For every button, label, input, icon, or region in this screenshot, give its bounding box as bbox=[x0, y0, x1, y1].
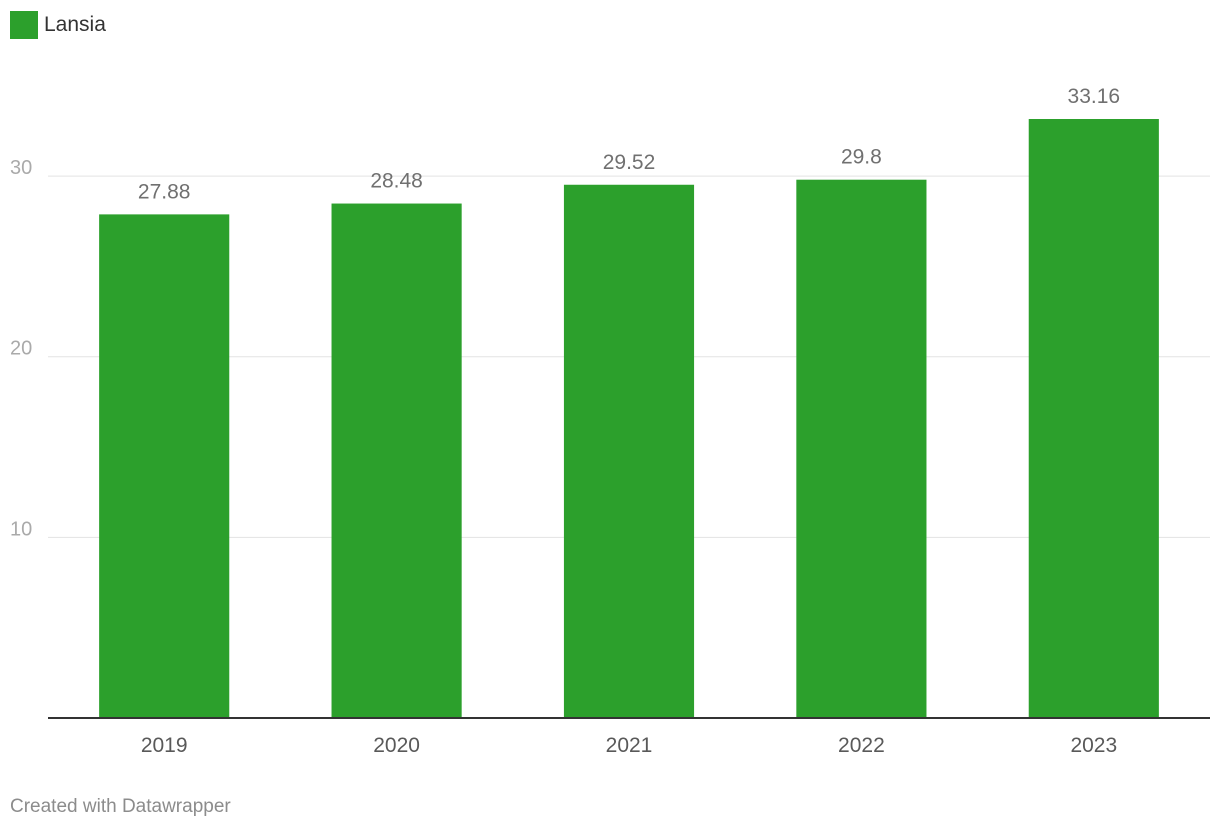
credit-text: Created with Datawrapper bbox=[10, 796, 231, 817]
data-label-2021: 29.52 bbox=[603, 151, 656, 174]
x-tick-label-2019: 2019 bbox=[141, 734, 188, 757]
data-label-2023: 33.16 bbox=[1068, 85, 1121, 108]
legend: Lansia bbox=[10, 10, 106, 40]
data-label-2019: 27.88 bbox=[138, 180, 191, 203]
data-label-2020: 28.48 bbox=[370, 170, 423, 193]
x-tick-label-2020: 2020 bbox=[373, 734, 420, 757]
y-tick-label-10: 10 bbox=[10, 518, 32, 540]
y-tick-label-20: 20 bbox=[10, 338, 32, 360]
legend-swatch bbox=[10, 11, 38, 39]
x-tick-label-2023: 2023 bbox=[1070, 734, 1117, 757]
bar-2021 bbox=[563, 184, 695, 719]
bar-2022 bbox=[796, 179, 927, 718]
bar-2019 bbox=[99, 214, 230, 718]
legend-label: Lansia bbox=[44, 13, 106, 36]
data-label-2022: 29.8 bbox=[841, 146, 882, 169]
bar-2023 bbox=[1028, 119, 1159, 718]
y-tick-label-30: 30 bbox=[10, 157, 32, 179]
bar-chart: 10 20 30 27.88 2019 28.48 2020 29.52 2021 29.8 202… bbox=[10, 85, 1210, 757]
bar-2020 bbox=[331, 203, 462, 719]
x-tick-label-2021: 2021 bbox=[606, 734, 653, 757]
x-tick-label-2022: 2022 bbox=[838, 734, 885, 757]
